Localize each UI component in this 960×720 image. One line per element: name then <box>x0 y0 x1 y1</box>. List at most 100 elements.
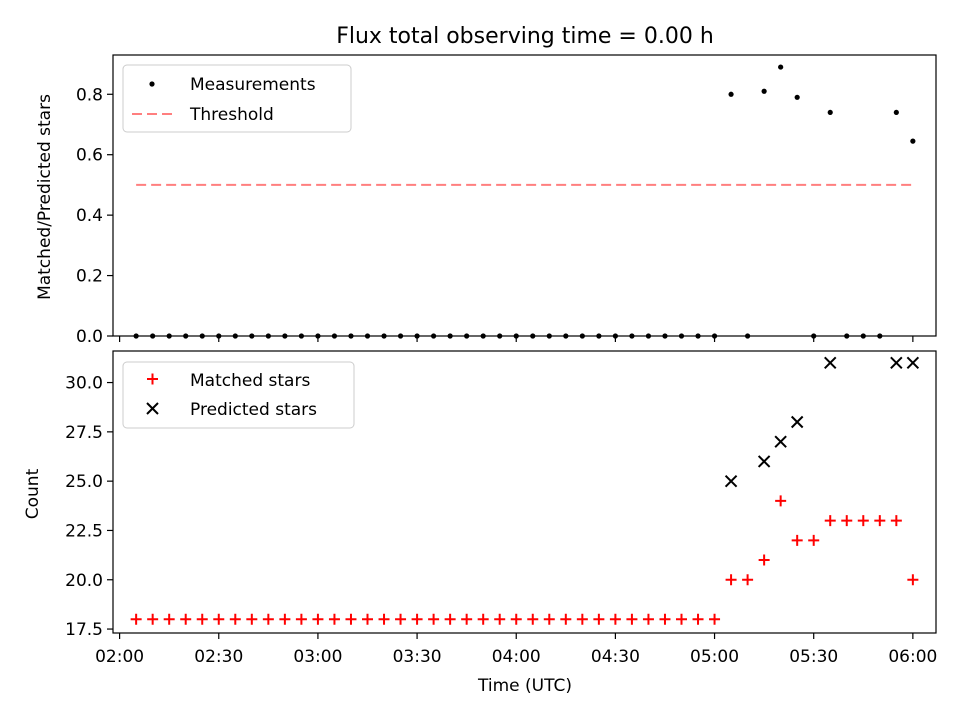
matched-star-point <box>576 613 588 625</box>
measurement-point <box>893 109 899 116</box>
matched-star-point <box>824 515 836 527</box>
matched-star-point <box>130 613 142 625</box>
measurement-point <box>150 333 156 339</box>
matched-star-point <box>857 515 869 527</box>
bottom-legend: Matched stars Predicted stars <box>122 361 355 429</box>
matched-star-point <box>675 613 687 625</box>
measurement-point <box>249 333 255 339</box>
matched-star-point <box>593 613 605 625</box>
measurement-point <box>133 333 139 339</box>
matched-star-point <box>510 613 522 625</box>
matched-star-point <box>725 574 737 586</box>
measurement-point <box>778 64 784 70</box>
matched-star-point <box>709 613 721 625</box>
matched-star-point <box>742 574 754 586</box>
bottom-y-tick-label: 22.5 <box>65 521 103 541</box>
measurement-point <box>381 333 387 339</box>
measurement-point <box>232 333 238 339</box>
measurement-point <box>414 333 420 339</box>
measurement-point <box>860 333 866 339</box>
measurement-point <box>662 333 668 339</box>
bottom-panel: 17.5 20.0 22.5 25.0 27.5 30.0 02:00 02:30 03:00 0… <box>65 350 937 667</box>
matched-star-point <box>791 534 803 546</box>
measurement-point <box>331 333 338 339</box>
matched-star-point <box>213 613 225 625</box>
top-legend: Measurements Threshold <box>122 64 352 133</box>
measurement-point <box>397 333 404 339</box>
matched-star-point <box>494 613 506 625</box>
legend-predicted-label: Predicted stars <box>190 400 317 420</box>
x-tick-label: 02:30 <box>194 647 243 667</box>
matched-star-point <box>262 613 274 625</box>
matched-star-point <box>246 613 258 625</box>
matched-star-point <box>345 613 357 625</box>
top-y-tick-label: 0.6 <box>76 146 103 166</box>
measurement-point <box>447 333 453 339</box>
measurement-point <box>877 333 883 339</box>
measurement-point <box>910 138 916 144</box>
measurement-point <box>298 333 304 339</box>
predicted-star-point <box>906 356 920 370</box>
matched-star-point <box>609 613 621 625</box>
top-y-axis-label: Matched/Predicted stars <box>35 94 55 300</box>
matched-star-point <box>328 613 340 625</box>
matched-star-point <box>527 613 539 625</box>
predicted-star-point <box>890 356 903 370</box>
measurement-point <box>464 333 470 339</box>
measurement-point <box>364 333 371 339</box>
measurement-point <box>216 333 222 339</box>
measurement-point <box>480 333 486 339</box>
bottom-y-tick-label: 17.5 <box>65 620 103 640</box>
measurement-point <box>183 333 189 339</box>
matched-star-point <box>477 613 489 625</box>
measurement-point <box>629 333 635 339</box>
measurement-point <box>282 333 288 339</box>
measurement-point <box>844 333 850 339</box>
matched-star-point <box>543 613 555 625</box>
x-axis-label: Time (UTC) <box>477 676 572 696</box>
predicted-star-point <box>724 474 738 488</box>
x-tick-label: 04:30 <box>591 647 640 667</box>
matched-star-point <box>411 613 423 625</box>
matched-star-point <box>229 613 241 625</box>
x-tick-label: 05:00 <box>690 647 739 667</box>
legend-measurements-label: Measurements <box>190 75 316 95</box>
matched-star-point <box>692 613 704 625</box>
bottom-y-tick-label: 20.0 <box>65 571 103 591</box>
measurement-point <box>497 333 503 339</box>
legend-threshold-label: Threshold <box>189 105 274 125</box>
matched-star-point <box>378 613 390 625</box>
matched-star-point <box>312 613 324 625</box>
x-tick-label: 04:00 <box>492 647 541 667</box>
measurement-point <box>546 333 552 339</box>
measurement-point <box>596 333 602 339</box>
matched-star-point <box>362 613 374 625</box>
bottom-y-tick-label: 30.0 <box>65 374 103 394</box>
measurement-point <box>199 333 205 339</box>
bottom-y-tick-label: 27.5 <box>65 423 103 443</box>
measurement-point <box>431 333 437 339</box>
measurement-point <box>265 333 271 339</box>
measurement-point <box>761 88 767 94</box>
measurement-point <box>166 333 172 339</box>
matched-star-point <box>775 495 787 507</box>
predicted-star-point <box>774 435 787 448</box>
top-legend-box <box>122 64 352 133</box>
matched-star-point <box>395 613 407 625</box>
matched-star-point <box>428 613 440 625</box>
matched-star-point <box>295 613 307 625</box>
matched-star-point <box>659 613 671 625</box>
measurement-point <box>579 333 585 339</box>
measurement-point <box>745 333 751 339</box>
measurement-point <box>678 333 685 339</box>
measurement-point <box>827 109 833 116</box>
measurement-point <box>645 333 652 339</box>
measurement-point <box>563 333 569 339</box>
matched-star-point <box>560 613 572 625</box>
matched-star-point <box>808 534 820 546</box>
matched-star-point <box>163 613 175 625</box>
matched-star-point <box>874 515 886 527</box>
x-tick-label: 03:00 <box>293 647 342 667</box>
bottom-legend-box <box>122 361 355 429</box>
bottom-y-tick-label: 25.0 <box>65 472 103 492</box>
